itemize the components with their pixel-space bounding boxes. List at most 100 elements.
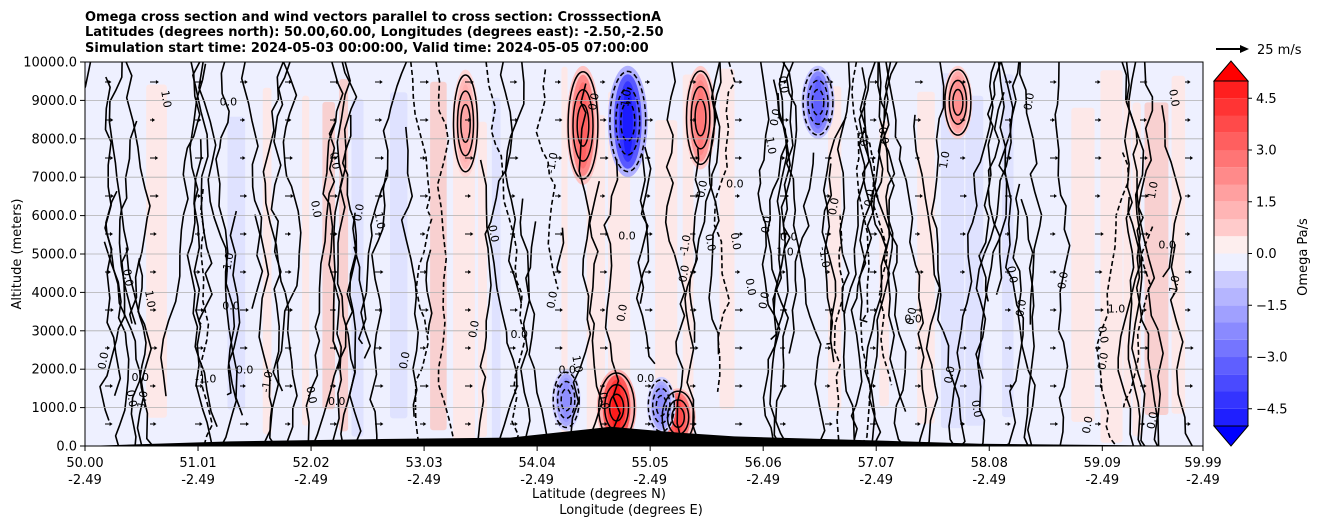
omega-contour-closed bbox=[685, 70, 716, 166]
x-tick-label-lat: 55.05 bbox=[632, 456, 669, 471]
chart-title-line-3: Simulation start time: 2024-05-03 00:00:… bbox=[85, 41, 649, 56]
omega-contour-closed bbox=[655, 394, 668, 417]
omega-band bbox=[430, 81, 447, 431]
wind-vector-head bbox=[873, 422, 877, 426]
wind-vector-head bbox=[605, 156, 609, 160]
wind-vector-head bbox=[107, 346, 111, 350]
wind-vector-head bbox=[1008, 308, 1012, 312]
omega-contour-line bbox=[360, 62, 408, 359]
omega-extremum bbox=[954, 79, 962, 126]
contour-label: 0.0 bbox=[328, 395, 346, 408]
colorbar-segment bbox=[1214, 219, 1248, 237]
omega-contour-line bbox=[353, 246, 367, 345]
wind-vector-head bbox=[1053, 270, 1057, 274]
wind-vector-head bbox=[605, 232, 609, 236]
omega-contour-closed bbox=[811, 88, 825, 116]
wind-vector-head bbox=[1100, 232, 1104, 236]
wind-vector-head bbox=[154, 346, 158, 350]
wind-vector-head bbox=[782, 270, 786, 274]
omega-extremum bbox=[462, 89, 469, 157]
contour-label: 0.0 bbox=[618, 230, 636, 243]
wind-vector-head bbox=[1098, 346, 1102, 350]
wind-vector-head bbox=[1187, 118, 1191, 122]
contour-label: 0.0 bbox=[826, 197, 842, 216]
omega-contour-line bbox=[263, 62, 291, 446]
omega-contour-closed bbox=[690, 85, 711, 150]
wind-vector-head bbox=[197, 270, 201, 274]
wind-vector-head bbox=[739, 80, 743, 84]
wind-vector-head bbox=[468, 346, 472, 350]
colorbar-segment bbox=[1214, 357, 1248, 375]
omega-contour-closed bbox=[567, 71, 599, 180]
wind-vector-head bbox=[514, 308, 518, 312]
omega-band bbox=[478, 121, 487, 438]
wind-vector-head bbox=[1097, 80, 1101, 84]
wind-vector-head bbox=[602, 194, 606, 198]
wind-vector-head bbox=[380, 270, 384, 274]
wind-vector-head bbox=[244, 346, 248, 350]
chart-title-line-1: Omega cross section and wind vectors par… bbox=[85, 10, 661, 25]
y-tick-label: 1000.0 bbox=[32, 401, 78, 416]
omega-contour-line bbox=[1117, 197, 1141, 446]
wind-vector-head bbox=[784, 308, 788, 312]
x-tick-label-lon: -2.49 bbox=[68, 473, 102, 488]
wind-vector-head bbox=[1099, 384, 1103, 388]
x-tick-label-lon: -2.49 bbox=[859, 473, 893, 488]
wind-vector-head bbox=[155, 80, 159, 84]
omega-band bbox=[491, 97, 501, 441]
wind-vector-head bbox=[514, 422, 518, 426]
wind-vector-head bbox=[379, 118, 383, 122]
wind-vector-head bbox=[244, 194, 248, 198]
omega-contour-line bbox=[766, 93, 789, 315]
wind-vector-head bbox=[470, 232, 474, 236]
omega-contour-line bbox=[305, 122, 336, 446]
wind-vector-head bbox=[827, 270, 831, 274]
contour-label: 1.0 bbox=[372, 211, 388, 230]
wind-vector-head bbox=[962, 232, 966, 236]
wind-vector-head bbox=[559, 118, 563, 122]
wind-vector-head bbox=[830, 308, 834, 312]
wind-vector-head bbox=[197, 232, 201, 236]
wind-vector-head bbox=[153, 422, 157, 426]
omega-contour-closed bbox=[456, 90, 475, 157]
wind-vector-head bbox=[785, 118, 789, 122]
wind-vector-head bbox=[782, 346, 786, 350]
omega-contour-line bbox=[525, 221, 554, 446]
wind-vector-head bbox=[695, 156, 699, 160]
wind-vector-head bbox=[695, 194, 699, 198]
colorbar-extend-bottom bbox=[1212, 425, 1250, 447]
y-tick-label: 5000.0 bbox=[32, 248, 78, 263]
wind-vector-head bbox=[559, 308, 563, 312]
wind-vector-head bbox=[512, 194, 516, 198]
x-axis-label-lat: Latitude (degrees N) bbox=[532, 487, 666, 502]
contour-label: 0.0 bbox=[236, 364, 254, 377]
contour-label: 1.0 bbox=[618, 88, 634, 107]
omega-contour-line bbox=[479, 159, 518, 446]
omega-contour-line bbox=[1131, 62, 1154, 446]
wind-vector-head bbox=[513, 346, 517, 350]
wind-vector-head bbox=[378, 232, 382, 236]
omega-contours bbox=[85, 62, 1193, 446]
wind-vector-head bbox=[560, 232, 564, 236]
omega-contour-closed bbox=[952, 88, 964, 116]
wind-vector-head bbox=[1007, 232, 1011, 236]
wind-vector-head bbox=[693, 270, 697, 274]
chart-title-line-2: Latitudes (degrees north): 50.00,60.00, … bbox=[85, 25, 664, 40]
wind-vector-head bbox=[379, 346, 383, 350]
y-tick-label: 2000.0 bbox=[32, 363, 78, 378]
wind-vector-head bbox=[153, 232, 157, 236]
y-tick-label: 10000.0 bbox=[23, 56, 77, 71]
omega-contour-line bbox=[193, 138, 213, 446]
wind-vector-head bbox=[920, 270, 924, 274]
wind-vector-head bbox=[469, 384, 473, 388]
wind-vector-head bbox=[874, 308, 878, 312]
wind-vector-head bbox=[604, 270, 608, 274]
contour-label: -1.0 bbox=[220, 252, 237, 275]
omega-contour-closed bbox=[671, 406, 686, 429]
wind-vector-head bbox=[827, 194, 831, 198]
contour-label: 0.0 bbox=[1095, 325, 1111, 344]
omega-contour-line bbox=[425, 249, 433, 335]
wind-vector-head bbox=[875, 194, 879, 198]
y-tick-label: 3000.0 bbox=[32, 324, 78, 339]
